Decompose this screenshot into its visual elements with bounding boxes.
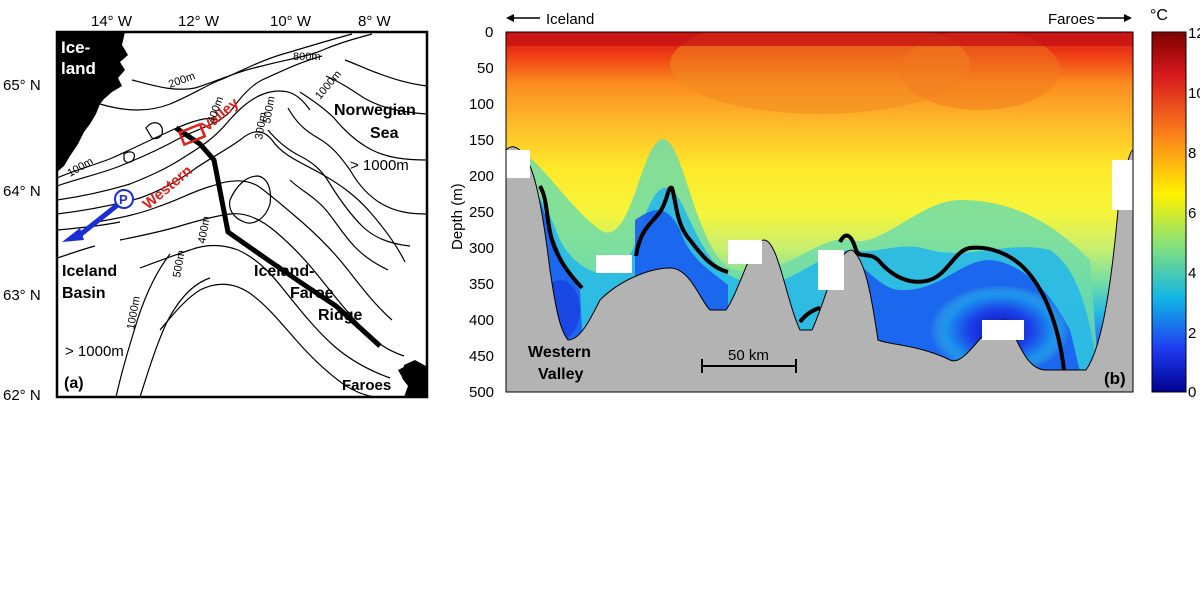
depth-tick-50: 50	[477, 60, 494, 77]
contour-label-200m: 200m	[167, 70, 197, 91]
depth-ticks: 0 50 100 150 200 250 300 350 400 450 500	[469, 24, 494, 401]
seafloor-bathymetry	[506, 146, 1133, 392]
mooring-p-circle	[114, 189, 134, 209]
faroes-landmass	[402, 360, 427, 397]
panel-a-label: (a)	[64, 375, 84, 392]
contour-label-1000m-south: 1000m	[125, 295, 143, 330]
colorbar-tick-12: 12	[1188, 25, 1200, 42]
depth-axis-label: Depth (m)	[449, 183, 466, 250]
isotherm-contour-middle	[634, 185, 729, 274]
depth-tick-0: 0	[485, 24, 493, 41]
colorbar-tick-0: 0	[1188, 384, 1196, 401]
lon-tick-14w: 14° W	[91, 13, 133, 30]
ifr-label-line1: Iceland-	[254, 263, 314, 280]
panel-b-label: (b)	[1104, 369, 1126, 388]
section-line	[174, 125, 382, 348]
depth-tick-200: 200	[469, 168, 494, 185]
depth-tick-100: 100	[469, 96, 494, 113]
norwegian-sea-depth: > 1000m	[350, 157, 409, 174]
contour-label-1000m-north: 1000m	[313, 68, 344, 101]
iceland-direction-label: Iceland	[546, 11, 594, 28]
western-valley-section-line2: Valley	[538, 366, 583, 383]
lat-tick-63n: 63° N	[3, 287, 41, 304]
contour-label-300m: 300m	[253, 111, 270, 140]
contour-label-400m-south: 400m	[196, 215, 213, 244]
western-valley-box	[177, 122, 207, 147]
norwegian-sea-label-line1: Norwegian	[334, 102, 416, 119]
overflow-arrow	[74, 201, 122, 240]
map-frame	[55, 30, 429, 399]
colorbar-gradient	[1151, 31, 1187, 393]
iceland-label-line1: Ice-	[61, 38, 90, 57]
ifr-label-line3: Ridge	[318, 307, 363, 324]
iceland-landmass	[57, 32, 128, 172]
contour-label-800m: 800m	[293, 51, 321, 63]
lon-tick-8w: 8° W	[358, 13, 392, 30]
mooring-p-label: P	[119, 192, 128, 207]
colorbar-tick-2: 2	[1188, 325, 1196, 342]
colorbar-tick-10: 10	[1188, 85, 1200, 102]
iceland-basin-label-line1: Iceland	[62, 263, 117, 280]
overflow-arrow-head	[62, 228, 84, 242]
depth-tick-300: 300	[469, 240, 494, 257]
depth-tick-350: 350	[469, 276, 494, 293]
colorbar: °C 12 10 8 6 4 2 0	[1150, 7, 1200, 401]
isotherm-contour-left	[538, 185, 584, 290]
depth-tick-500: 500	[469, 384, 494, 401]
depth-tick-450: 450	[469, 348, 494, 365]
faroes-direction-label: Faroes	[1048, 11, 1095, 28]
iceland-arrowhead	[506, 14, 514, 22]
depth-tick-250: 250	[469, 204, 494, 221]
iceland-basin-label-line2: Basin	[62, 285, 106, 302]
depth-tick-400: 400	[469, 312, 494, 329]
scale-bar-label: 50 km	[728, 347, 769, 364]
western-valley-label: Western	[140, 162, 196, 213]
iceland-label-line2: land	[61, 59, 96, 78]
contour-label-500m-north: 500m	[261, 95, 278, 124]
iceland-basin-depth: > 1000m	[65, 343, 124, 360]
faroes-label: Faroes	[342, 377, 391, 394]
lat-tick-64n: 64° N	[3, 183, 41, 200]
faroes-arrowhead	[1124, 14, 1132, 22]
isotherm-contour-right	[798, 306, 821, 324]
isotherm-contour-far-right	[838, 233, 1066, 371]
colorbar-tick-6: 6	[1188, 205, 1196, 222]
western-valley-section-line1: Western	[528, 344, 591, 361]
section-panel: Iceland Faroes Depth (m) 0 50 100 150 20…	[449, 11, 1134, 401]
contour-label-500m-south: 500m	[171, 249, 188, 278]
map-panel: 14° W 12° W 10° W 8° W 65° N 64° N 63° N…	[3, 13, 429, 404]
section-frame	[505, 31, 1134, 393]
lon-tick-10w: 10° W	[270, 13, 312, 30]
ifr-label-line2: Faroe	[290, 285, 334, 302]
colorbar-tick-8: 8	[1188, 145, 1196, 162]
lat-tick-65n: 65° N	[3, 77, 41, 94]
lat-tick-62n: 62° N	[3, 387, 41, 404]
depth-tick-150: 150	[469, 132, 494, 149]
colorbar-tick-4: 4	[1188, 265, 1196, 282]
lon-tick-12w: 12° W	[178, 13, 220, 30]
colorbar-unit: °C	[1150, 7, 1168, 24]
norwegian-sea-label-line2: Sea	[370, 125, 399, 142]
